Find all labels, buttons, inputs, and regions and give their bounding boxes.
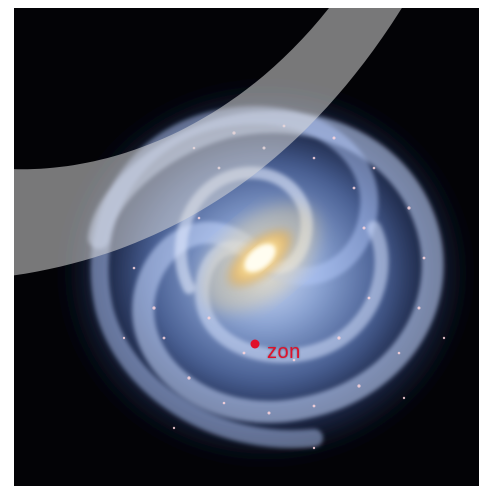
galaxy-image: zon: [14, 8, 479, 486]
galaxy-illustration: [14, 8, 479, 486]
sun-label: zon: [267, 341, 301, 363]
galactic-core: [244, 244, 276, 272]
star-clusters: [122, 124, 446, 450]
sun-marker-dot: [250, 339, 260, 349]
overlay-band: [14, 8, 402, 276]
